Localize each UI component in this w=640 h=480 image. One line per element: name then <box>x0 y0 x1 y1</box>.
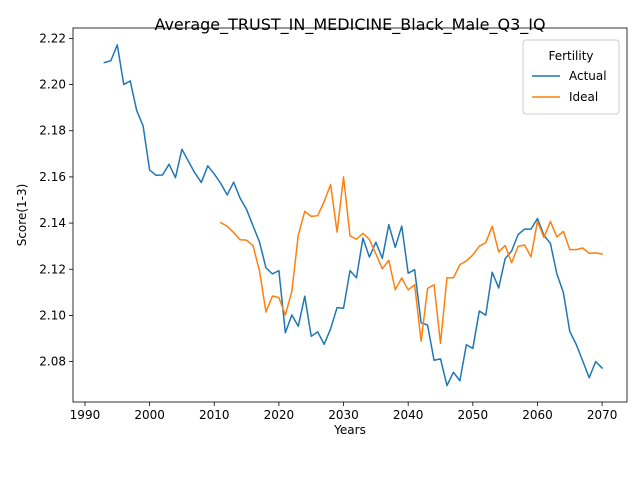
y-tick-label: 2.14 <box>39 216 66 230</box>
y-axis-label: Score(1-3) <box>15 184 29 247</box>
y-tick-label: 2.20 <box>39 78 66 92</box>
y-tick-label: 2.16 <box>39 170 66 184</box>
x-tick-label: 2040 <box>393 408 424 422</box>
x-axis-label: Years <box>333 423 366 437</box>
y-tick-label: 2.10 <box>39 308 66 322</box>
x-tick-label: 2070 <box>587 408 618 422</box>
x-tick-label: 2020 <box>264 408 295 422</box>
legend-label-ideal: Ideal <box>569 90 598 104</box>
x-tick-label: 2010 <box>199 408 230 422</box>
y-tick-label: 2.22 <box>39 31 66 45</box>
chart-title: Average_TRUST_IN_MEDICINE_Black_Male_Q3_… <box>154 15 545 35</box>
x-tick-label: 2030 <box>328 408 359 422</box>
legend: Fertility Actual Ideal <box>523 40 619 114</box>
x-tick-label: 2000 <box>134 408 165 422</box>
legend-title: Fertility <box>548 49 593 63</box>
x-tick-label: 2050 <box>458 408 489 422</box>
y-tick-label: 2.18 <box>39 124 66 138</box>
x-tick-label: 2060 <box>522 408 553 422</box>
x-tick-label: 1990 <box>70 408 101 422</box>
y-tick-label: 2.08 <box>39 355 66 369</box>
y-tick-label: 2.12 <box>39 262 66 276</box>
legend-label-actual: Actual <box>569 69 607 83</box>
